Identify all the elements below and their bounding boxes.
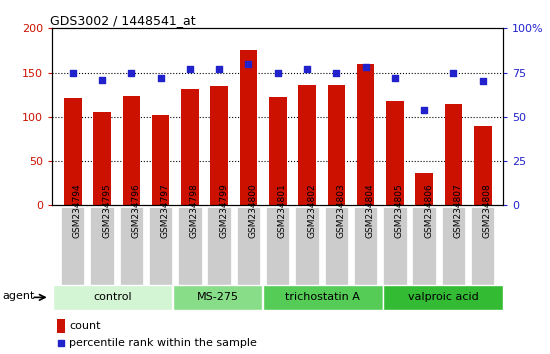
Point [127, 70, 136, 75]
Text: GSM234808: GSM234808 [483, 183, 492, 238]
Text: GSM234799: GSM234799 [219, 183, 228, 238]
Text: count: count [69, 321, 101, 331]
Text: GSM234807: GSM234807 [453, 183, 463, 238]
Point [420, 107, 428, 113]
Bar [445, 104, 462, 205]
Text: GSM234806: GSM234806 [424, 183, 433, 238]
Text: GSM234802: GSM234802 [307, 183, 316, 238]
FancyBboxPatch shape [90, 207, 114, 285]
FancyBboxPatch shape [236, 207, 260, 285]
Point [273, 70, 282, 75]
FancyBboxPatch shape [119, 207, 143, 285]
FancyBboxPatch shape [324, 207, 348, 285]
FancyBboxPatch shape [149, 207, 172, 285]
Bar [123, 97, 140, 205]
Bar [269, 97, 287, 205]
Text: GDS3002 / 1448541_at: GDS3002 / 1448541_at [50, 14, 196, 27]
Bar [357, 64, 375, 205]
Text: valproic acid: valproic acid [408, 292, 478, 302]
Text: GSM234798: GSM234798 [190, 183, 199, 238]
Bar [211, 86, 228, 205]
FancyBboxPatch shape [295, 207, 319, 285]
Text: GSM234794: GSM234794 [73, 183, 82, 238]
FancyBboxPatch shape [53, 285, 172, 310]
Point [302, 66, 311, 72]
FancyBboxPatch shape [471, 207, 494, 285]
FancyBboxPatch shape [173, 285, 262, 310]
Text: GSM234801: GSM234801 [278, 183, 287, 238]
Point [156, 75, 165, 81]
FancyBboxPatch shape [442, 207, 465, 285]
Point [332, 70, 340, 75]
FancyBboxPatch shape [354, 207, 377, 285]
Bar [64, 98, 81, 205]
Bar [386, 101, 404, 205]
FancyBboxPatch shape [383, 285, 503, 310]
FancyBboxPatch shape [207, 207, 231, 285]
Bar [94, 112, 111, 205]
Point [390, 75, 399, 81]
Point [57, 340, 65, 346]
FancyBboxPatch shape [178, 207, 202, 285]
Text: GSM234800: GSM234800 [249, 183, 257, 238]
FancyBboxPatch shape [61, 207, 85, 285]
Bar [181, 89, 199, 205]
Text: GSM234795: GSM234795 [102, 183, 111, 238]
Bar [240, 51, 257, 205]
FancyBboxPatch shape [266, 207, 289, 285]
FancyBboxPatch shape [263, 285, 383, 310]
Text: GSM234796: GSM234796 [131, 183, 140, 238]
Text: GSM234805: GSM234805 [395, 183, 404, 238]
Bar [152, 115, 169, 205]
Text: control: control [93, 292, 131, 302]
Point [68, 70, 77, 75]
Text: GSM234803: GSM234803 [336, 183, 345, 238]
Point [244, 61, 253, 67]
Bar [328, 85, 345, 205]
FancyBboxPatch shape [412, 207, 436, 285]
Text: MS-275: MS-275 [196, 292, 239, 302]
Text: percentile rank within the sample: percentile rank within the sample [69, 338, 257, 348]
Point [478, 79, 487, 84]
Bar [298, 85, 316, 205]
Text: trichostatin A: trichostatin A [285, 292, 360, 302]
Bar [474, 126, 492, 205]
Point [215, 66, 224, 72]
Point [185, 66, 194, 72]
Point [98, 77, 107, 82]
Text: GSM234804: GSM234804 [366, 183, 375, 238]
FancyBboxPatch shape [383, 207, 406, 285]
Point [449, 70, 458, 75]
Bar [57, 319, 65, 333]
Text: GSM234797: GSM234797 [161, 183, 169, 238]
Point [361, 64, 370, 70]
Bar [415, 173, 433, 205]
Text: agent: agent [3, 291, 35, 301]
